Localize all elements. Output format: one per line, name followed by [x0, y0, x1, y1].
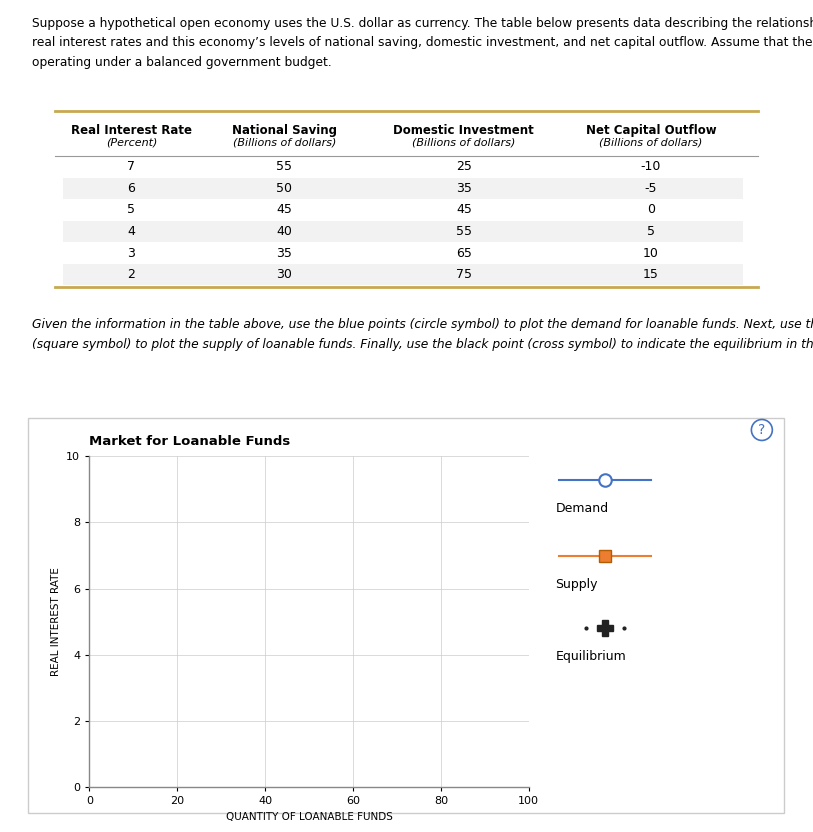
Text: 55: 55: [276, 161, 292, 173]
Text: National Saving: National Saving: [232, 124, 337, 137]
Bar: [63, 220, 200, 242]
Bar: [200, 199, 368, 220]
Text: 5: 5: [647, 225, 655, 238]
Bar: [63, 177, 200, 199]
Text: 5: 5: [128, 203, 136, 216]
Bar: [559, 220, 743, 242]
Text: 6: 6: [128, 182, 135, 195]
Text: Net Capital Outflow: Net Capital Outflow: [585, 124, 716, 137]
Text: Given the information in the table above, use the blue points (circle symbol) to: Given the information in the table above…: [32, 318, 813, 350]
Bar: [63, 156, 200, 177]
Text: (Percent): (Percent): [106, 137, 157, 147]
Bar: [63, 264, 200, 285]
Bar: [559, 264, 743, 285]
Bar: [559, 242, 743, 264]
Text: 45: 45: [456, 203, 472, 216]
Text: 75: 75: [456, 268, 472, 281]
Bar: [559, 199, 743, 220]
Text: Demand: Demand: [555, 502, 609, 515]
Text: 10: 10: [643, 246, 659, 260]
Bar: [200, 177, 368, 199]
Text: ?: ?: [759, 423, 766, 437]
Text: Real Interest Rate: Real Interest Rate: [71, 124, 192, 137]
Text: 15: 15: [643, 268, 659, 281]
Bar: [63, 242, 200, 264]
Text: 50: 50: [276, 182, 292, 195]
Bar: [559, 156, 743, 177]
Bar: [200, 242, 368, 264]
Bar: [63, 199, 200, 220]
Text: 35: 35: [276, 246, 292, 260]
Bar: [559, 113, 743, 156]
Bar: [368, 177, 559, 199]
Text: 65: 65: [456, 246, 472, 260]
Bar: [368, 220, 559, 242]
Bar: [368, 264, 559, 285]
Text: -5: -5: [645, 182, 657, 195]
Text: 30: 30: [276, 268, 292, 281]
Text: 0: 0: [647, 203, 655, 216]
Bar: [200, 220, 368, 242]
Bar: [368, 199, 559, 220]
Text: 4: 4: [128, 225, 135, 238]
Bar: [368, 242, 559, 264]
Text: (Billions of dollars): (Billions of dollars): [233, 137, 336, 147]
Text: -10: -10: [641, 161, 661, 173]
Text: 45: 45: [276, 203, 292, 216]
Text: Domestic Investment: Domestic Investment: [393, 124, 534, 137]
Text: (Billions of dollars): (Billions of dollars): [412, 137, 515, 147]
Text: 40: 40: [276, 225, 292, 238]
Bar: [368, 156, 559, 177]
Text: 55: 55: [456, 225, 472, 238]
Text: Supply: Supply: [555, 577, 598, 591]
Text: 2: 2: [128, 268, 135, 281]
Bar: [559, 177, 743, 199]
FancyBboxPatch shape: [28, 418, 784, 814]
Bar: [368, 113, 559, 156]
Text: 35: 35: [456, 182, 472, 195]
Bar: [200, 113, 368, 156]
Bar: [200, 264, 368, 285]
Text: 3: 3: [128, 246, 135, 260]
Text: (Billions of dollars): (Billions of dollars): [599, 137, 702, 147]
Text: 7: 7: [128, 161, 136, 173]
Bar: [200, 156, 368, 177]
Text: 25: 25: [456, 161, 472, 173]
Text: Suppose a hypothetical open economy uses the U.S. dollar as currency. The table : Suppose a hypothetical open economy uses…: [32, 17, 813, 68]
Bar: [63, 113, 200, 156]
Text: Equilibrium: Equilibrium: [555, 650, 626, 662]
